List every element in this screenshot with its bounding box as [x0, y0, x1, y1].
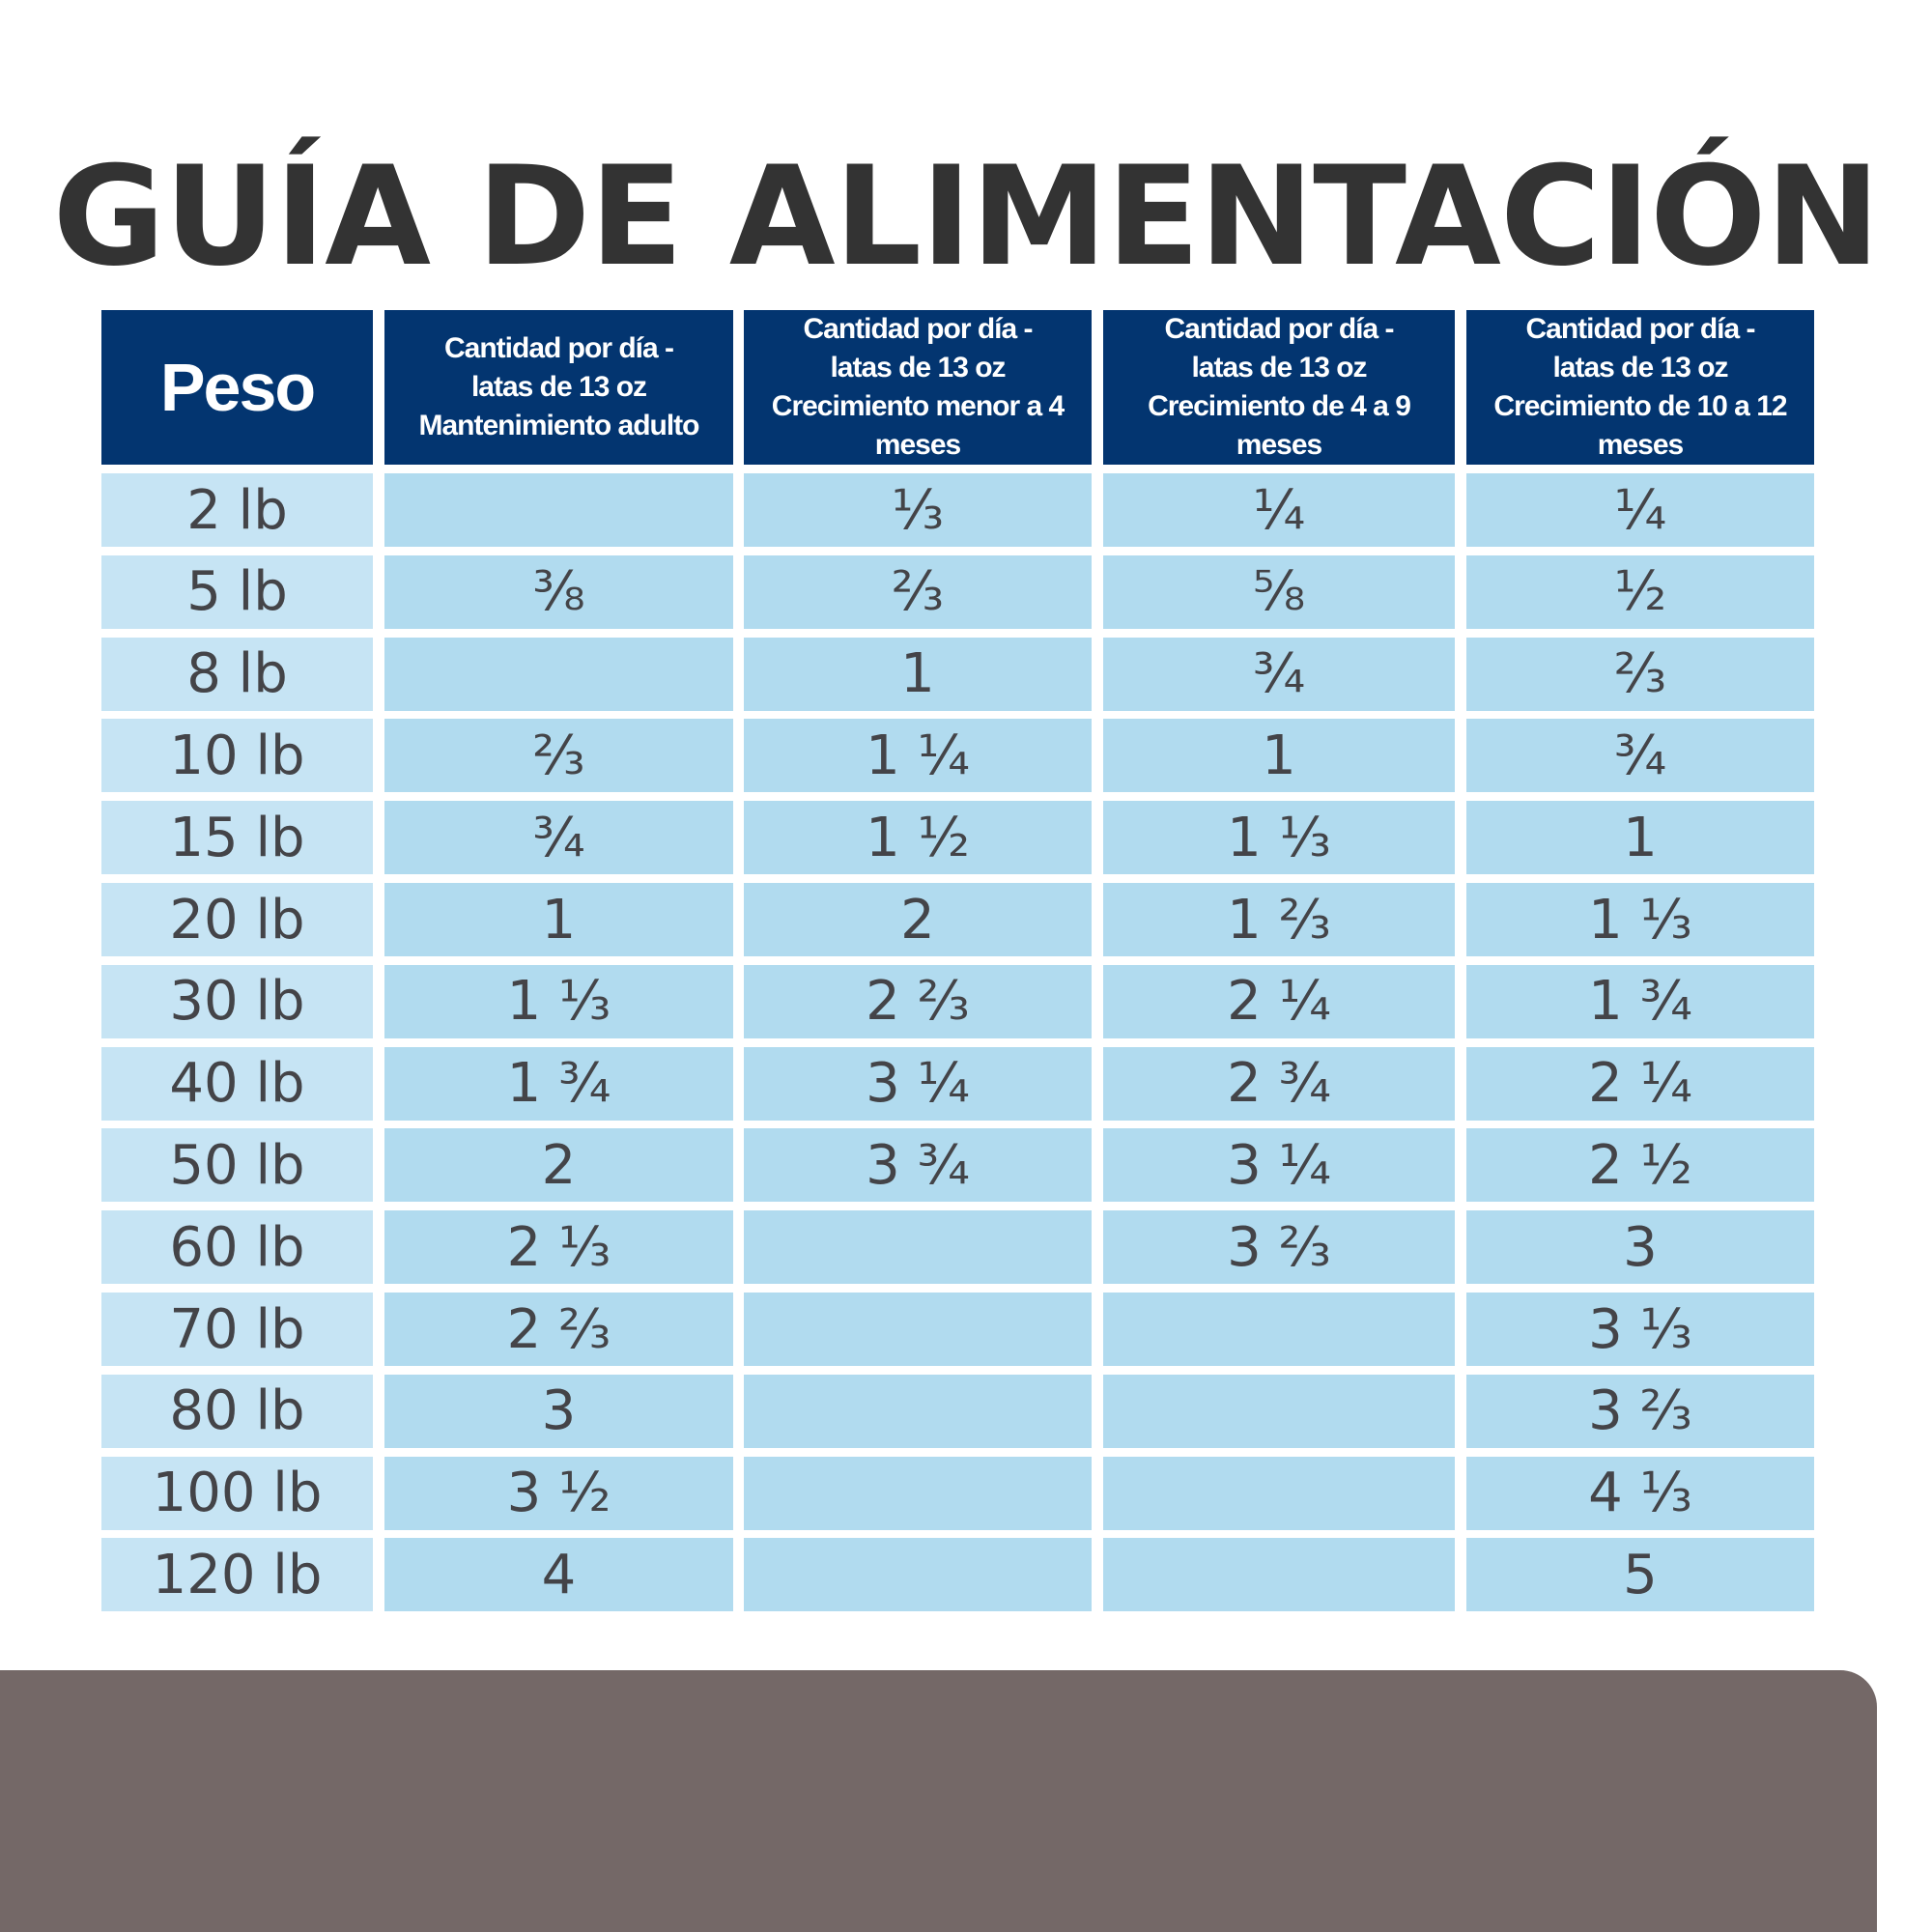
amount-cell-crecimiento-menor-4-meses: ⅔ — [744, 554, 1092, 629]
weight-cell: 80 lb — [101, 1374, 373, 1448]
amount-cell-mantenimiento-adulto: ⅔ — [384, 719, 733, 793]
amount-cell-crecimiento-10-12-meses: 3 — [1466, 1210, 1814, 1285]
weight-cell: 8 lb — [101, 637, 373, 711]
header-line: Cantidad por día - — [1525, 313, 1756, 345]
header-crecimiento-menor-4-meses: Cantidad por día - latas de 13 oz Crecimie… — [744, 310, 1092, 465]
amount-cell-crecimiento-menor-4-meses — [744, 1374, 1092, 1448]
weight-cell: 50 lb — [101, 1128, 373, 1203]
amount-cell-mantenimiento-adulto: 2 ⅓ — [384, 1210, 733, 1285]
amount-cell-crecimiento-10-12-meses: 2 ¼ — [1466, 1046, 1814, 1121]
amount-cell-crecimiento-menor-4-meses: 3 ¾ — [744, 1128, 1092, 1203]
weight-cell: 15 lb — [101, 801, 373, 875]
weight-cell: 20 lb — [101, 883, 373, 956]
amount-cell-crecimiento-menor-4-meses: ⅓ — [744, 473, 1092, 547]
amount-cell-crecimiento-menor-4-meses — [744, 1538, 1092, 1612]
weight-cell: 70 lb — [101, 1293, 373, 1366]
amount-cell-crecimiento-menor-4-meses — [744, 1456, 1092, 1530]
amount-cell-mantenimiento-adulto — [384, 637, 733, 711]
weight-cell: 60 lb — [101, 1210, 373, 1285]
amount-cell-crecimiento-4-9-meses — [1103, 1293, 1455, 1366]
amount-cell-crecimiento-4-9-meses: ¾ — [1103, 637, 1455, 711]
amount-cell-mantenimiento-adulto: 1 ¾ — [384, 1046, 733, 1121]
amount-cell-crecimiento-4-9-meses: 1 ⅔ — [1103, 883, 1455, 956]
header-crecimiento-4-9-meses: Cantidad por día - latas de 13 oz Crecimie… — [1103, 310, 1455, 465]
amount-cell-crecimiento-10-12-meses: ⅔ — [1466, 637, 1814, 711]
amount-cell-crecimiento-4-9-meses — [1103, 1374, 1455, 1448]
amount-cell-mantenimiento-adulto: 1 — [384, 883, 733, 956]
header-line: Mantenimiento adulto — [418, 410, 700, 441]
amount-cell-crecimiento-menor-4-meses: 2 — [744, 883, 1092, 956]
weight-cell: 30 lb — [101, 964, 373, 1038]
header-line: Crecimiento de 10 a 12 meses — [1493, 390, 1787, 461]
amount-cell-mantenimiento-adulto: 2 ⅔ — [384, 1293, 733, 1366]
weight-cell: 2 lb — [101, 473, 373, 547]
amount-cell-crecimiento-10-12-meses: 3 ⅓ — [1466, 1293, 1814, 1366]
amount-cell-mantenimiento-adulto: ¾ — [384, 801, 733, 875]
amount-cell-mantenimiento-adulto: ⅜ — [384, 554, 733, 629]
amount-cell-mantenimiento-adulto: 4 — [384, 1538, 733, 1612]
header-line: latas de 13 oz — [1191, 352, 1367, 384]
bottom-panel — [0, 1670, 1877, 1932]
amount-cell-mantenimiento-adulto: 3 — [384, 1374, 733, 1448]
amount-cell-crecimiento-menor-4-meses — [744, 1293, 1092, 1366]
amount-cell-crecimiento-10-12-meses: 2 ½ — [1466, 1128, 1814, 1203]
amount-cell-crecimiento-4-9-meses: 1 ⅓ — [1103, 801, 1455, 875]
header-line: latas de 13 oz — [470, 371, 647, 403]
amount-cell-crecimiento-10-12-meses: ¼ — [1466, 473, 1814, 547]
amount-cell-crecimiento-menor-4-meses: 3 ¼ — [744, 1046, 1092, 1121]
header-peso: Peso — [101, 310, 373, 465]
weight-cell: 40 lb — [101, 1046, 373, 1121]
header-mantenimiento-adulto: Cantidad por día - latas de 13 oz Mantenim… — [384, 310, 733, 465]
weight-cell: 5 lb — [101, 554, 373, 629]
amount-cell-crecimiento-4-9-meses: ¼ — [1103, 473, 1455, 547]
amount-cell-crecimiento-10-12-meses: 1 — [1466, 801, 1814, 875]
amount-cell-crecimiento-4-9-meses: ⅝ — [1103, 554, 1455, 629]
page-title: GUÍA DE ALIMENTACIÓN — [52, 137, 1880, 297]
amount-cell-mantenimiento-adulto: 3 ½ — [384, 1456, 733, 1530]
weight-cell: 100 lb — [101, 1456, 373, 1530]
header-line: latas de 13 oz — [830, 352, 1006, 384]
amount-cell-crecimiento-4-9-meses: 2 ¼ — [1103, 964, 1455, 1038]
amount-cell-crecimiento-4-9-meses: 2 ¾ — [1103, 1046, 1455, 1121]
amount-cell-crecimiento-4-9-meses: 1 — [1103, 719, 1455, 793]
amount-cell-crecimiento-10-12-meses: ½ — [1466, 554, 1814, 629]
amount-cell-mantenimiento-adulto — [384, 473, 733, 547]
amount-cell-crecimiento-menor-4-meses: 2 ⅔ — [744, 964, 1092, 1038]
header-line: Crecimiento menor a 4 meses — [771, 390, 1065, 461]
header-line: Peso — [159, 350, 316, 425]
amount-cell-crecimiento-4-9-meses — [1103, 1456, 1455, 1530]
amount-cell-crecimiento-menor-4-meses: 1 ½ — [744, 801, 1092, 875]
header-line: Cantidad por día - — [1164, 313, 1395, 345]
amount-cell-crecimiento-4-9-meses: 3 ¼ — [1103, 1128, 1455, 1203]
amount-cell-crecimiento-menor-4-meses: 1 — [744, 637, 1092, 711]
header-line: latas de 13 oz — [1552, 352, 1728, 384]
header-line: Cantidad por día - — [444, 332, 674, 364]
amount-cell-crecimiento-10-12-meses: 5 — [1466, 1538, 1814, 1612]
header-crecimiento-10-12-meses: Cantidad por día - latas de 13 oz Crecimie… — [1466, 310, 1814, 465]
amount-cell-crecimiento-menor-4-meses: 1 ¼ — [744, 719, 1092, 793]
amount-cell-mantenimiento-adulto: 1 ⅓ — [384, 964, 733, 1038]
weight-cell: 120 lb — [101, 1538, 373, 1612]
amount-cell-crecimiento-10-12-meses: 4 ⅓ — [1466, 1456, 1814, 1530]
amount-cell-mantenimiento-adulto: 2 — [384, 1128, 733, 1203]
amount-cell-crecimiento-menor-4-meses — [744, 1210, 1092, 1285]
weight-cell: 10 lb — [101, 719, 373, 793]
header-line: Cantidad por día - — [803, 313, 1034, 345]
amount-cell-crecimiento-10-12-meses: 1 ⅓ — [1466, 883, 1814, 956]
amount-cell-crecimiento-10-12-meses: 1 ¾ — [1466, 964, 1814, 1038]
amount-cell-crecimiento-10-12-meses: 3 ⅔ — [1466, 1374, 1814, 1448]
amount-cell-crecimiento-4-9-meses: 3 ⅔ — [1103, 1210, 1455, 1285]
amount-cell-crecimiento-10-12-meses: ¾ — [1466, 719, 1814, 793]
header-line: Crecimiento de 4 a 9 meses — [1148, 390, 1411, 461]
amount-cell-crecimiento-4-9-meses — [1103, 1538, 1455, 1612]
